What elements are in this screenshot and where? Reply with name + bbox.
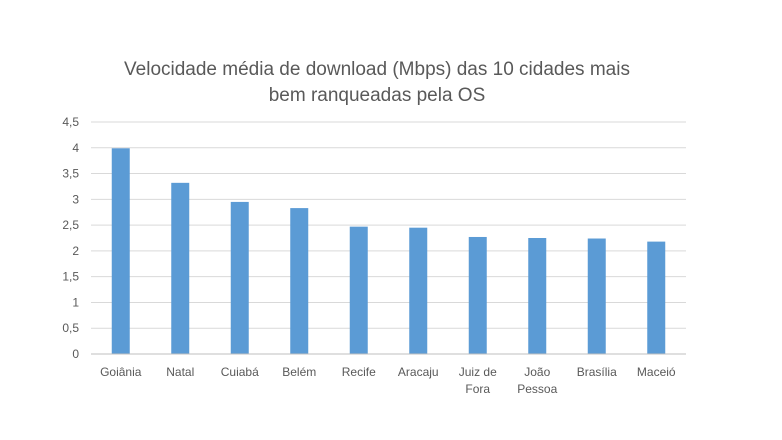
y-tick-label: 3,5 [62,167,79,181]
chart-title-line: bem ranqueadas pela OS [269,85,486,106]
bar [290,208,309,354]
chart-title: Velocidade média de download (Mbps) das … [124,59,630,106]
bar [230,201,249,354]
bar [409,227,428,354]
x-category-label: Aracaju [398,365,439,379]
chart-title-line: Velocidade média de download (Mbps) das … [124,59,630,80]
x-category-label: Cuiabá [221,365,259,379]
y-tick-label: 0 [72,347,79,361]
x-category-label: Recife [342,365,376,379]
bar [468,236,487,354]
x-category-label: Pessoa [517,382,557,396]
x-category-label: Natal [166,365,194,379]
y-tick-label: 2 [72,244,79,258]
y-tick-label: 3 [72,192,79,206]
x-category-label: Goiânia [100,365,142,379]
bar [587,238,606,354]
y-tick-label: 2,5 [62,218,79,232]
bar [349,226,368,354]
x-category-label: Maceió [637,365,676,379]
x-category-label: Belém [282,365,316,379]
gridlines [91,121,686,329]
y-tick-label: 4 [72,141,79,155]
y-tick-label: 1 [72,295,79,309]
bar [171,182,190,354]
y-tick-label: 0,5 [62,321,79,335]
bar [111,148,130,354]
y-axis-ticks: 0 0,5 1 1,5 2 2,5 3 3,5 4 4,5 [62,115,79,361]
bars [111,148,666,354]
x-category-label: João [524,365,550,379]
x-category-label: Juiz de [459,365,497,379]
y-tick-label: 4,5 [62,115,79,129]
bar [528,238,547,354]
bar [647,241,666,354]
x-category-label: Brasília [577,365,617,379]
y-tick-label: 1,5 [62,270,79,284]
x-category-label: Fora [465,382,490,396]
x-axis-labels: Goiânia Natal Cuiabá Belém Recife Aracaju Juiz… [100,365,676,396]
